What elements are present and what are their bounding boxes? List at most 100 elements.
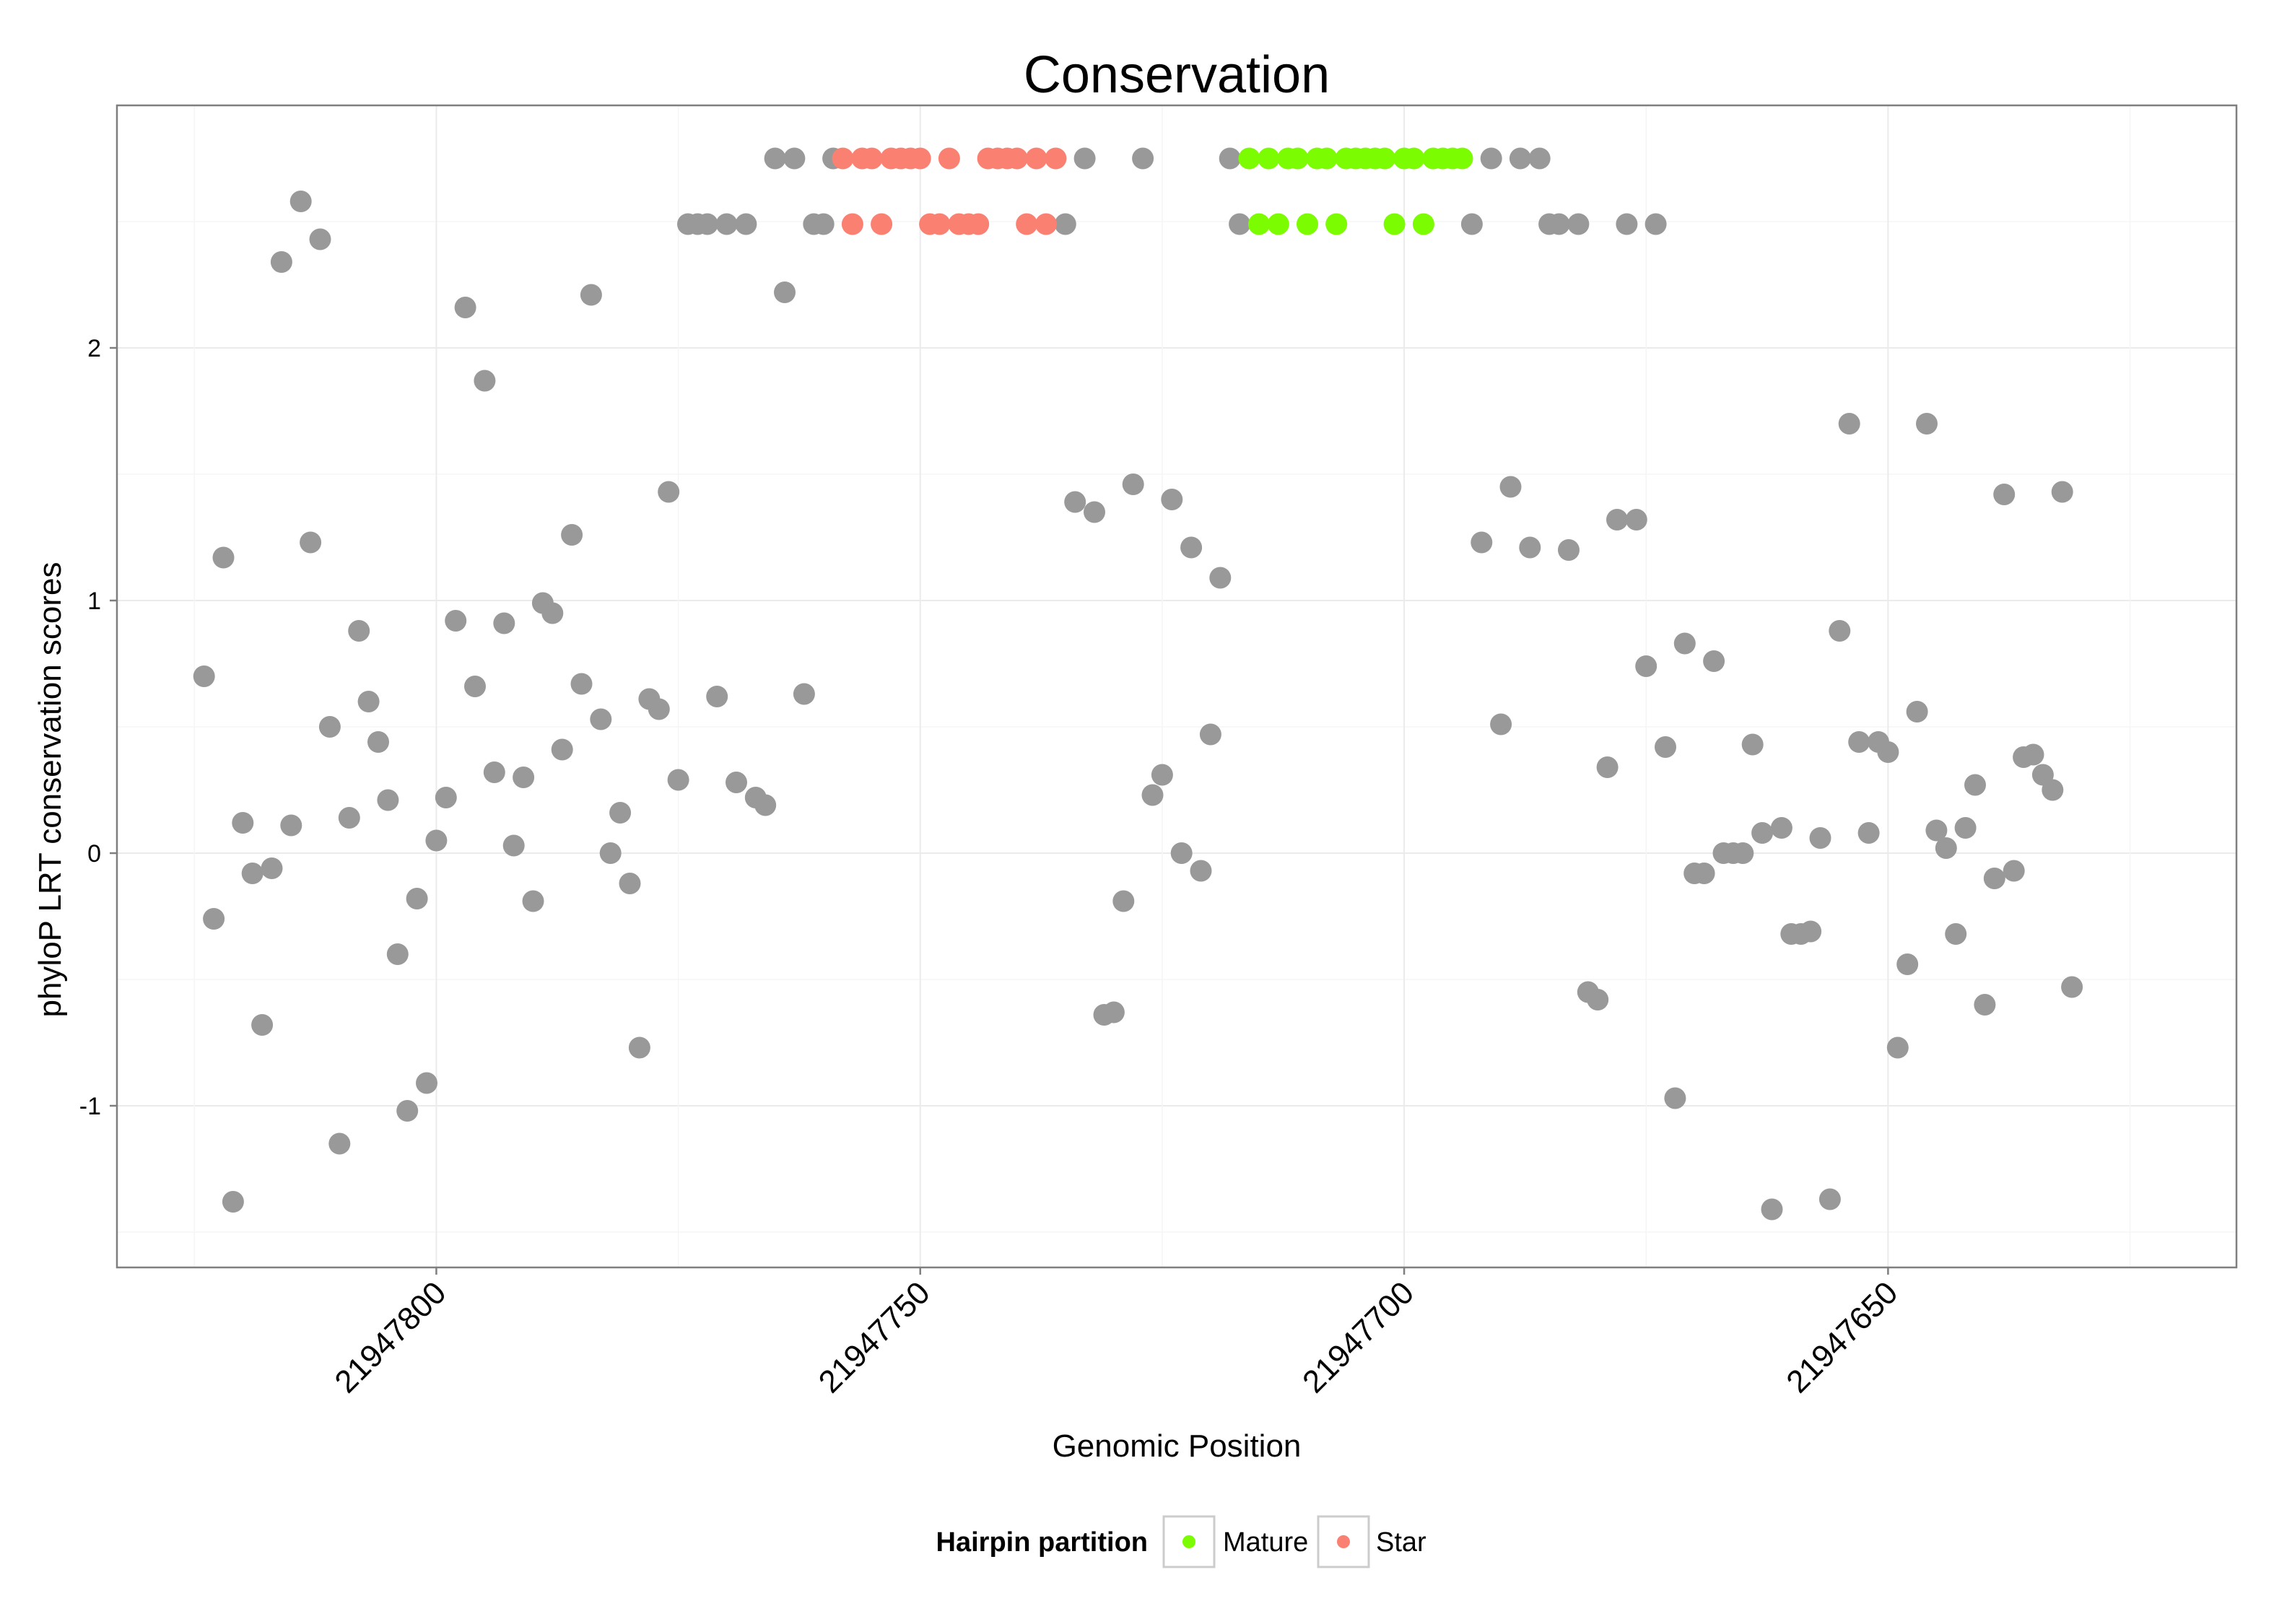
legend-swatch-star <box>1337 1535 1350 1548</box>
chart-title: Conservation <box>1024 46 1330 104</box>
data-point-mature <box>1374 147 1396 170</box>
data-point-other <box>2061 976 2083 998</box>
data-point-other <box>1519 536 1541 559</box>
data-point-other <box>1064 491 1086 513</box>
data-point-other <box>1935 837 1957 859</box>
data-point-other <box>1655 736 1676 758</box>
data-point-other <box>1567 213 1590 235</box>
data-point-other <box>1703 650 1725 672</box>
data-point-other <box>1886 1036 1909 1059</box>
data-point-other <box>318 716 341 738</box>
data-point-other <box>1054 213 1076 235</box>
data-point-other <box>1471 531 1493 554</box>
legend-key-star <box>1317 1515 1370 1568</box>
data-point-other <box>300 531 322 554</box>
data-point-star <box>1035 213 1057 235</box>
data-point-other <box>1635 655 1657 677</box>
data-point-other <box>464 676 486 697</box>
data-point-other <box>396 1100 419 1122</box>
data-point-other <box>1460 213 1483 235</box>
data-point-other <box>483 761 505 783</box>
data-point-other <box>241 863 263 884</box>
data-point-other <box>1761 1198 1783 1221</box>
data-point-other <box>696 213 718 235</box>
data-point-other <box>764 147 786 170</box>
data-point-other <box>2003 860 2025 882</box>
data-point-other <box>1084 501 1105 523</box>
data-point-other <box>1161 489 1183 510</box>
data-point-other <box>1596 756 1619 778</box>
data-point-mature <box>1412 213 1434 235</box>
data-point-other <box>658 481 680 503</box>
data-point-star <box>841 213 863 235</box>
data-point-other <box>541 602 564 624</box>
data-point-other <box>1983 868 2005 889</box>
data-point-other <box>377 789 399 811</box>
data-point-other <box>580 284 602 306</box>
data-point-other <box>1770 817 1792 839</box>
data-point-other <box>261 857 283 879</box>
data-point-other <box>1954 817 1977 839</box>
data-point-other <box>1829 620 1851 642</box>
data-point-other <box>715 213 738 235</box>
data-point-star <box>861 147 883 170</box>
data-point-other <box>406 888 428 909</box>
data-point-other <box>1616 213 1638 235</box>
legend-label-mature: Mature <box>1223 1527 1308 1558</box>
data-point-other <box>502 834 525 857</box>
data-point-other <box>1112 890 1135 912</box>
data-point-star <box>832 147 854 170</box>
data-point-other <box>203 908 225 930</box>
data-point-mature <box>1286 147 1309 170</box>
data-point-other <box>1644 213 1667 235</box>
data-point-other <box>783 147 806 170</box>
data-point-other <box>416 1072 437 1094</box>
data-point-other <box>1945 923 1967 945</box>
data-point-other <box>522 890 544 912</box>
data-point-other <box>474 370 496 392</box>
data-point-other <box>774 281 796 303</box>
data-point-other <box>706 686 728 707</box>
data-point-other <box>551 738 573 761</box>
data-point-other <box>435 787 457 808</box>
data-point-other <box>1974 994 1996 1016</box>
data-point-other <box>1102 1001 1125 1023</box>
data-point-other <box>445 610 467 632</box>
data-point-other <box>1818 1188 1841 1210</box>
data-point-other <box>619 873 641 894</box>
data-point-other <box>425 829 448 852</box>
data-point-mature <box>1258 147 1280 170</box>
data-point-star <box>871 213 893 235</box>
data-point-other <box>1199 723 1221 746</box>
plot-panel-border <box>116 104 2238 1269</box>
data-point-other <box>309 228 331 250</box>
data-point-other <box>357 691 380 712</box>
data-point-mature <box>1297 213 1318 235</box>
data-point-other <box>667 769 689 791</box>
x-axis-title: Genomic Position <box>1053 1428 1302 1464</box>
data-point-mature <box>1451 147 1473 170</box>
data-point-other <box>1993 484 2016 505</box>
data-point-other <box>222 1191 244 1213</box>
data-point-other <box>1625 509 1647 531</box>
data-point-other <box>599 842 622 864</box>
data-point-other <box>1693 863 1715 884</box>
data-point-other <box>367 731 389 753</box>
data-point-mature <box>1248 213 1270 235</box>
data-point-other <box>1848 731 1870 753</box>
data-point-other <box>609 802 632 824</box>
data-point-other <box>454 297 476 318</box>
data-point-star <box>1006 147 1028 170</box>
data-point-other <box>735 213 757 235</box>
legend-label-star: Star <box>1376 1527 1426 1558</box>
data-point-other <box>590 708 612 730</box>
y-tick-label: 2 <box>87 335 101 362</box>
grid <box>117 105 2236 1267</box>
data-point-star <box>1016 213 1038 235</box>
data-point-mature <box>1403 147 1425 170</box>
y-tick-label: 1 <box>87 588 101 615</box>
data-point-other <box>1528 147 1551 170</box>
data-point-mature <box>1267 213 1289 235</box>
data-point-other <box>1209 567 1232 589</box>
